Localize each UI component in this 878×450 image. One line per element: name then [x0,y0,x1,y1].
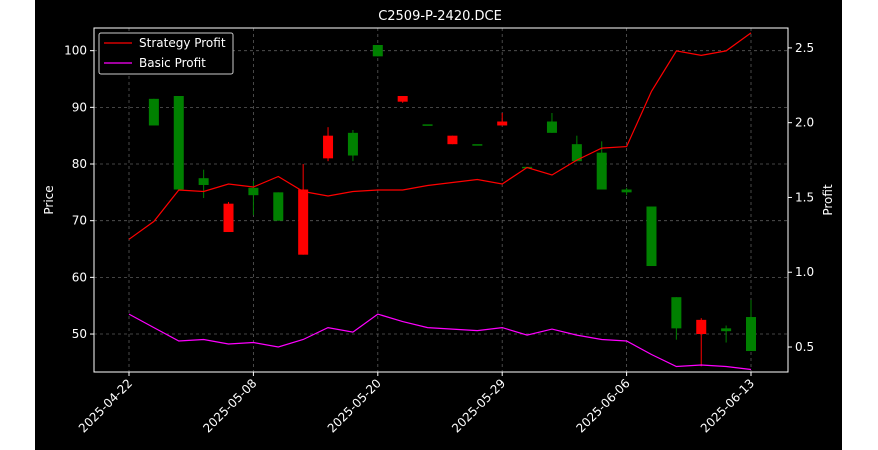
candle-body [571,144,582,162]
y-tick-label: 80 [72,157,87,171]
x-tick-label: 2025-05-08 [200,376,259,435]
legend-label-strategy-profit: Strategy Profit [139,36,226,50]
candle-body [372,45,383,57]
x-tick-label: 2025-05-20 [325,376,384,435]
candle-body [447,135,458,145]
candle-body [148,98,159,126]
x-tick-label: 2025-06-06 [574,376,633,435]
candle-body [621,189,632,193]
x-tick-label: 2025-04-22 [76,376,135,435]
candle-body [546,121,557,133]
candlestick-chart: C2509-P-2420.DCE 50 60 70 80 90 100 0.5 1.0 1.5 2… [42,9,835,435]
y2-tick-label: 0.5 [795,340,814,354]
candle-body [472,144,483,146]
y-tick-label: 100 [64,44,87,58]
y2-tick-label: 2.5 [795,41,814,55]
candle-body [198,178,209,185]
basic-profit-line [128,313,752,371]
candle-body [248,187,259,196]
candle-body [223,203,234,233]
y-tick-label: 50 [72,327,87,341]
y2-tick-label: 1.5 [795,190,814,204]
legend-box [98,32,234,75]
candle-body [347,132,358,156]
candle-body [596,152,607,190]
legend-label-basic-profit: Basic Profit [139,56,206,70]
y-tick-label: 60 [72,270,87,284]
y2-tick-label: 1.0 [795,265,814,279]
candle-body [646,206,657,267]
x-tick-label: 2025-05-29 [449,376,508,435]
candle-body [671,297,682,329]
candle-body [696,319,707,335]
chart-figure: C2509-P-2420.DCE 50 60 70 80 90 100 0.5 1.0 1.5 2… [35,0,842,450]
candle-body [721,328,732,332]
y-axis-label: Price [42,185,56,214]
candle-body [298,189,309,255]
y-tick-label: 90 [72,100,87,114]
y-tick-label: 70 [72,214,87,228]
candle-body [273,192,284,221]
candle-body [173,96,184,190]
candle-body [397,96,408,102]
plot-frame [93,27,789,373]
candle-body [422,124,433,126]
legend: Strategy Profit Basic Profit [98,32,234,75]
candle-body [323,135,334,159]
candle-body [497,121,508,126]
chart-title: C2509-P-2420.DCE [378,9,502,24]
y2-axis-label: Profit [821,184,835,216]
candle-body [746,317,756,352]
y2-tick-label: 2.0 [795,116,814,130]
strategy-profit-line [128,32,752,240]
x-tick-label: 2025-06-13 [698,376,757,435]
